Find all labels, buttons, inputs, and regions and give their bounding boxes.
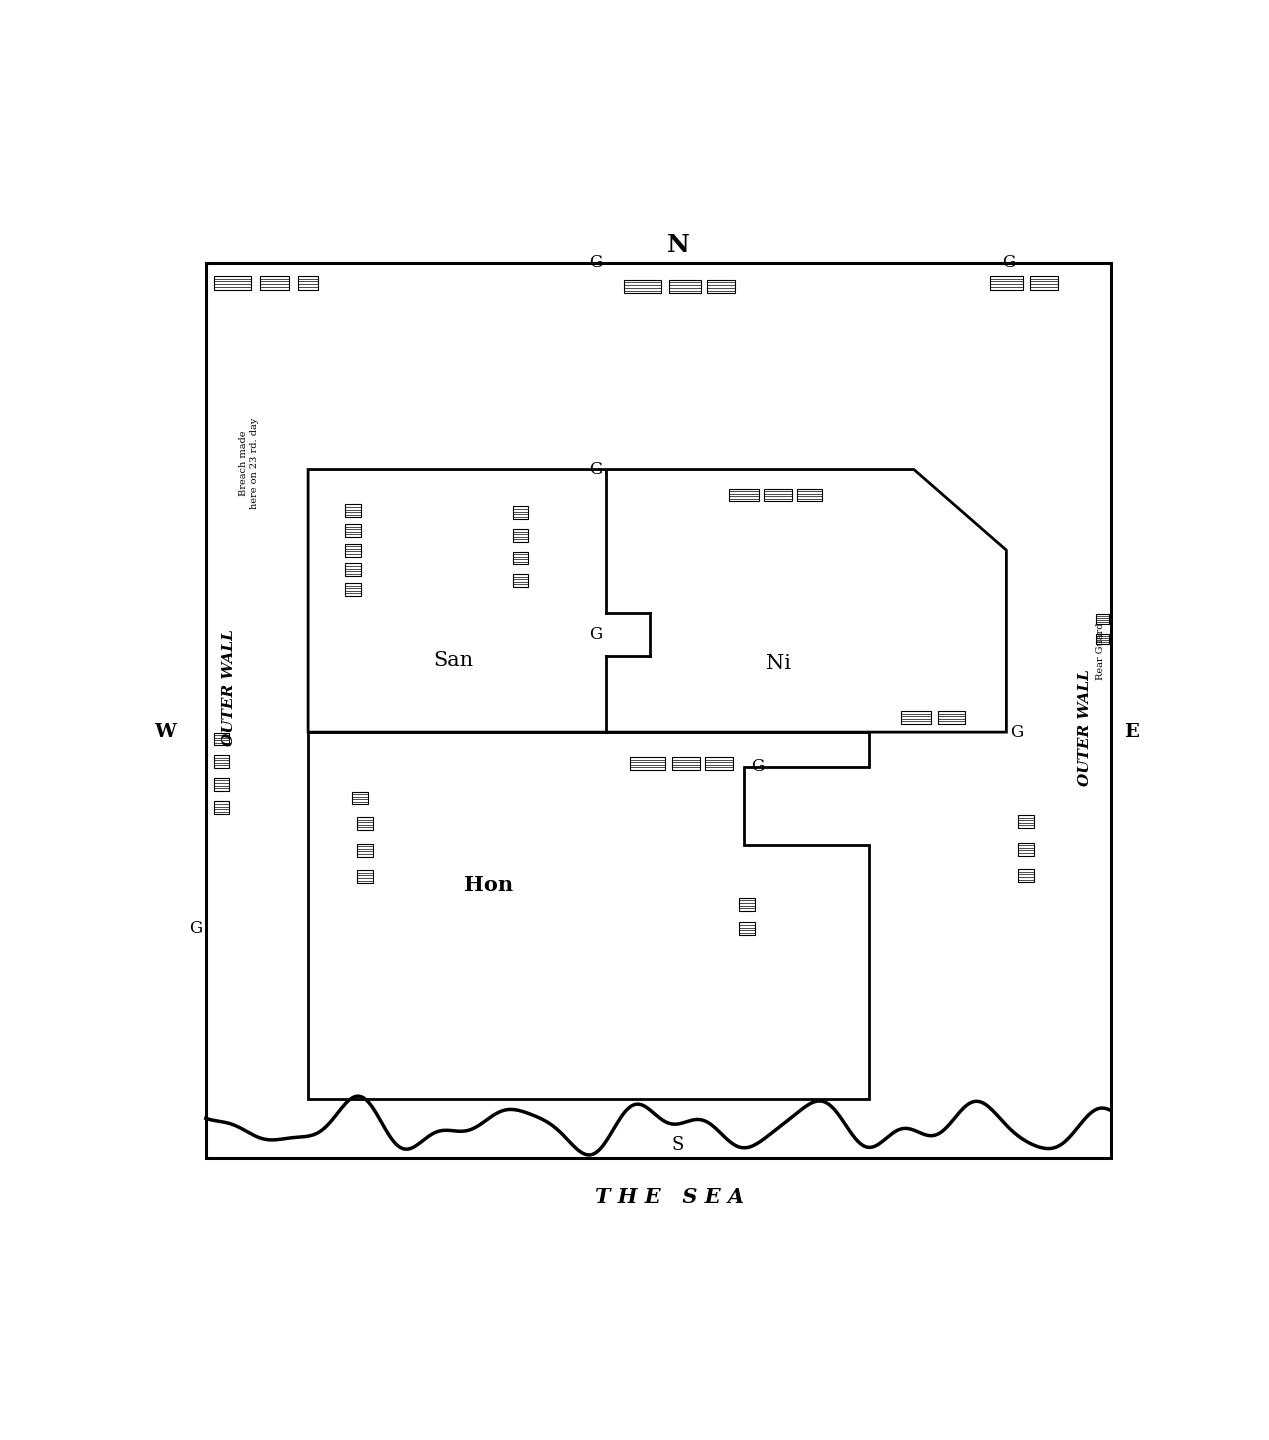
Text: G: G <box>589 255 603 272</box>
Text: G: G <box>751 757 764 775</box>
Bar <box>513 507 528 520</box>
Bar <box>797 488 822 501</box>
Bar <box>1018 842 1034 855</box>
Bar <box>358 816 373 829</box>
Bar <box>673 757 699 770</box>
Bar <box>669 279 700 294</box>
Bar <box>990 276 1023 289</box>
Bar <box>298 276 319 289</box>
Bar <box>358 870 373 883</box>
Text: OUTER WALL: OUTER WALL <box>1079 668 1093 786</box>
Bar <box>345 544 362 557</box>
Bar <box>513 575 528 588</box>
Bar <box>213 778 230 791</box>
Bar <box>213 733 230 746</box>
Bar <box>345 583 362 596</box>
Bar <box>358 844 373 857</box>
Bar <box>213 276 251 289</box>
Bar <box>739 923 755 935</box>
Text: T H E   S E A: T H E S E A <box>595 1188 745 1207</box>
Bar <box>938 711 966 724</box>
Bar <box>739 897 755 910</box>
Text: W: W <box>155 723 176 742</box>
Bar <box>513 528 528 541</box>
Bar <box>1096 634 1109 644</box>
Text: OUTER WALL: OUTER WALL <box>222 629 236 746</box>
Text: N: N <box>666 233 689 258</box>
Text: G: G <box>589 461 603 478</box>
Bar <box>629 757 665 770</box>
Bar <box>353 792 368 805</box>
Bar <box>345 504 362 517</box>
Bar <box>345 524 362 537</box>
Bar <box>513 552 528 564</box>
Text: Rear Guard: Rear Guard <box>1096 622 1105 680</box>
Text: Ni: Ni <box>765 654 791 672</box>
Bar <box>901 711 930 724</box>
Text: G: G <box>1010 724 1023 740</box>
Bar <box>1096 613 1109 624</box>
Text: G: G <box>589 626 603 644</box>
Text: E: E <box>1124 723 1140 742</box>
Bar <box>730 488 759 501</box>
Bar <box>1030 276 1057 289</box>
Bar <box>624 279 661 294</box>
Bar <box>213 755 230 768</box>
Bar <box>213 802 230 814</box>
Text: San: San <box>434 651 473 670</box>
Bar <box>706 757 733 770</box>
Bar <box>345 563 362 576</box>
Bar <box>260 276 289 289</box>
Text: Breach made
here on 23 rd. day: Breach made here on 23 rd. day <box>240 418 259 510</box>
Bar <box>707 279 735 294</box>
Bar <box>1018 815 1034 828</box>
Text: S: S <box>671 1136 684 1155</box>
Text: Hon: Hon <box>463 874 513 894</box>
Bar <box>1018 870 1034 883</box>
Text: G: G <box>189 920 202 937</box>
Text: G: G <box>1003 255 1015 272</box>
Bar <box>764 488 792 501</box>
